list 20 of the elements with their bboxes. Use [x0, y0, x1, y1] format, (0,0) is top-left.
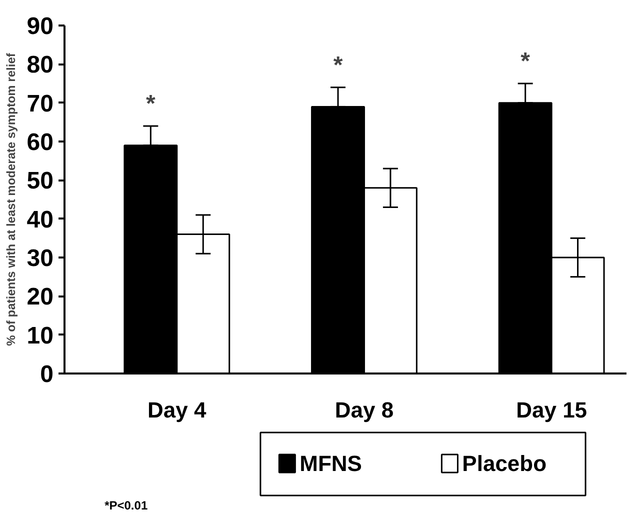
y-tick-label: 60	[26, 129, 54, 156]
y-tick-label: 20	[26, 284, 54, 311]
y-tick-label: 40	[26, 206, 54, 234]
y-tick-label: 30	[26, 245, 54, 272]
y-axis-title: % of patients with at least moderate symptom relief	[4, 52, 18, 346]
y-tick-label: 70	[26, 90, 54, 118]
text: *P<0.01	[104, 498, 148, 512]
y-tick-label: 10	[26, 322, 54, 350]
y-tick-label: 0	[40, 361, 54, 388]
y-tick-label: 80	[26, 52, 54, 79]
annotation: *	[146, 90, 156, 118]
y-tick-label: 50	[26, 168, 54, 195]
legend-label: Placebo	[462, 451, 547, 476]
annotation: *	[333, 52, 344, 79]
y-tick-label: 90	[26, 13, 54, 40]
x-tick-label: Day 8	[334, 398, 394, 422]
x-tick-label: Day 15	[516, 398, 588, 422]
legend-label: MFNS	[300, 451, 362, 476]
annotation: *	[520, 48, 531, 75]
x-tick-label: Day 4	[148, 398, 208, 422]
